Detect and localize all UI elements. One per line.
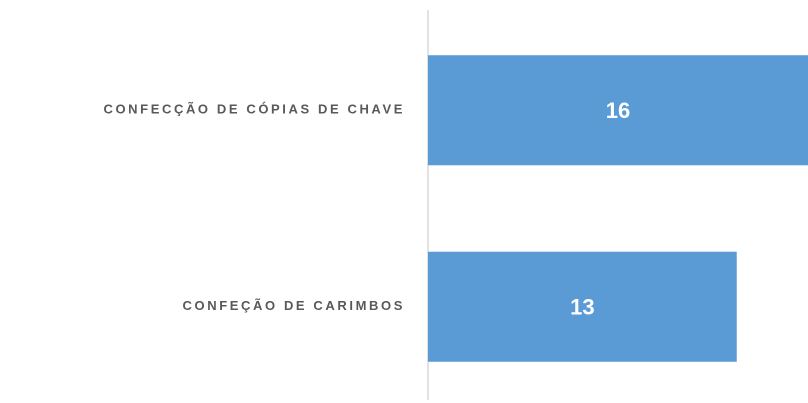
y-tick-label: CONFECÇÃO DE CÓPIAS DE CHAVE xyxy=(103,102,405,117)
bar xyxy=(428,55,808,166)
y-tick-label: CONFEÇÃO DE CARIMBOS xyxy=(183,298,405,313)
bar xyxy=(428,251,737,362)
data-label: 13 xyxy=(570,295,594,320)
data-label: 16 xyxy=(606,98,630,123)
